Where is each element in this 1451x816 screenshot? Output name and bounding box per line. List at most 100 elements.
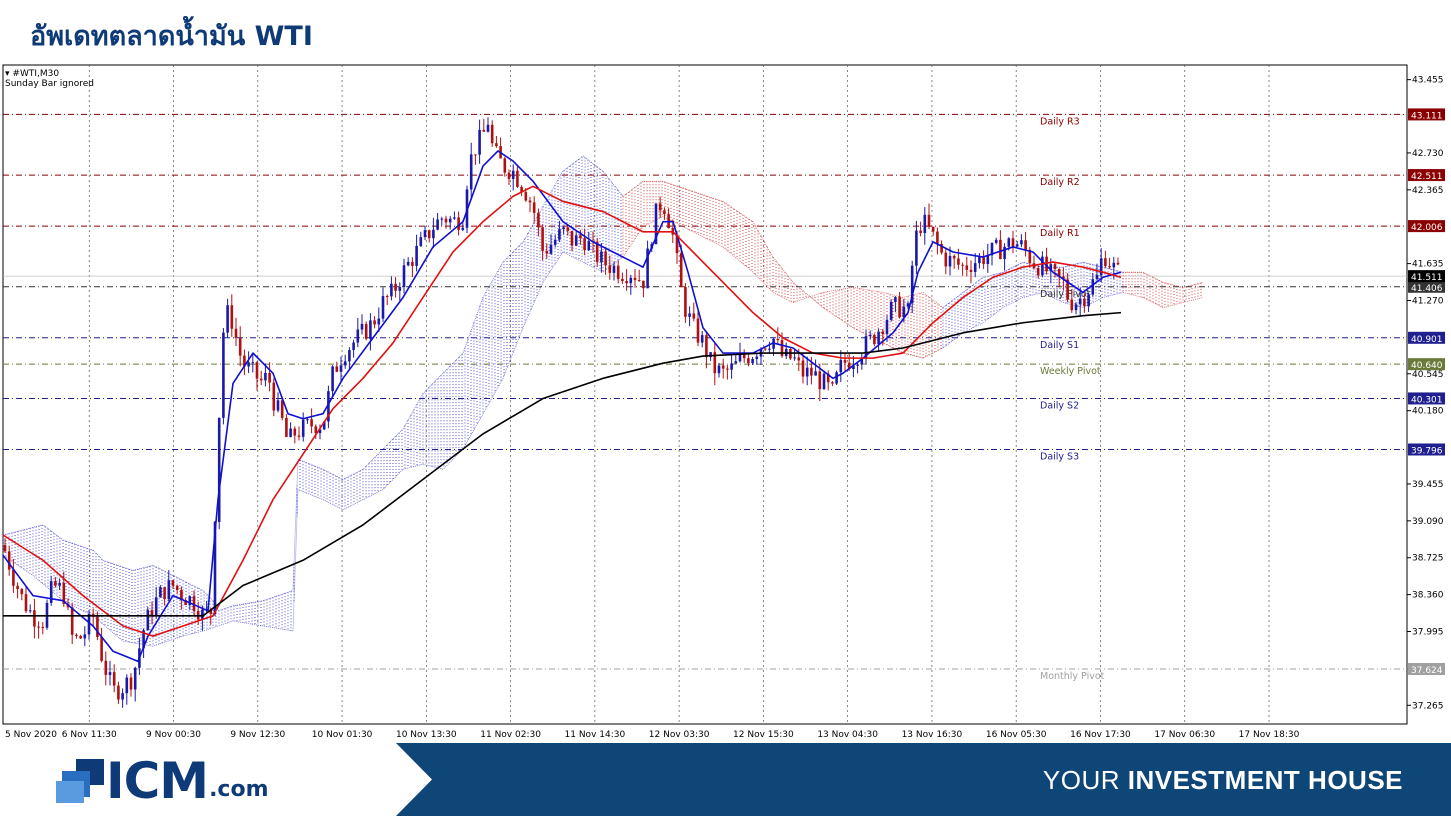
candle-body	[730, 363, 733, 370]
candle-body	[171, 580, 175, 586]
candle-body	[852, 365, 855, 370]
candle-body	[150, 610, 154, 616]
candle-body	[742, 354, 746, 359]
pivot-level-name: Weekly Pivot	[1040, 366, 1101, 377]
x-tick-label: 17 Nov 06:30	[1154, 730, 1215, 740]
candle-body	[49, 581, 53, 603]
candle-body	[415, 245, 418, 266]
candle-body	[705, 335, 708, 358]
candle-body	[276, 400, 280, 411]
candle-body	[1041, 256, 1044, 276]
candle-body	[469, 154, 473, 190]
x-tick-label: 16 Nov 17:30	[1070, 730, 1131, 740]
candle-body	[24, 594, 28, 612]
candle-body	[931, 226, 935, 232]
candle-body	[1028, 249, 1032, 264]
candle-body	[364, 323, 368, 339]
ichimoku-span-a	[622, 180, 944, 359]
candle-body	[385, 296, 389, 298]
candle-body	[230, 305, 234, 329]
candle-body	[427, 230, 431, 239]
candle-body	[289, 428, 292, 437]
candle-body	[503, 158, 507, 173]
candle-body	[684, 287, 687, 317]
candle-body	[595, 241, 599, 263]
candle-body	[222, 332, 225, 418]
candle-body	[255, 362, 259, 379]
candle-body	[259, 378, 263, 381]
icm-logo: ICM .com	[56, 756, 269, 806]
candle-body	[1095, 275, 1099, 280]
candle-body	[1020, 240, 1023, 245]
candle-body	[763, 348, 767, 350]
candle-body	[411, 261, 414, 266]
candle-body	[268, 372, 271, 383]
candle-body	[125, 677, 129, 694]
candle-body	[406, 261, 410, 266]
pivot-level-price-box	[1408, 663, 1445, 676]
pivot-level-price-label: 42.511	[1411, 172, 1443, 182]
candle-body	[700, 335, 704, 343]
tagline-light: YOUR	[1042, 765, 1128, 795]
x-tick-label: 5 Nov 2020	[5, 730, 57, 740]
candle-body	[780, 340, 784, 357]
pivot-level-price-label: 37.624	[1411, 666, 1443, 676]
candle-body	[209, 608, 213, 615]
candle-body	[889, 301, 893, 320]
pivot-level-price-box	[1408, 280, 1445, 293]
candle-body	[717, 365, 721, 374]
x-tick-label: 17 Nov 18:30	[1239, 730, 1300, 740]
candle-body	[1116, 262, 1120, 265]
x-tick-label: 16 Nov 05:30	[986, 730, 1047, 740]
candle-body	[1078, 298, 1082, 305]
candle-body	[999, 239, 1002, 260]
candle-body	[188, 596, 192, 606]
candle-body	[1015, 244, 1019, 247]
candle-body	[402, 265, 406, 288]
y-tick-label: 38.360	[1412, 591, 1444, 601]
candle-body	[826, 373, 830, 383]
candle-body	[394, 283, 397, 291]
candle-body	[339, 365, 343, 372]
dropdown-triangle-icon[interactable]: ▾	[5, 69, 10, 79]
footer-band	[396, 743, 1451, 816]
candle-body	[692, 313, 696, 319]
footer-band-shape	[396, 743, 1451, 816]
y-tick-label: 38.725	[1412, 554, 1444, 564]
ichimoku-span-b	[1122, 292, 1204, 309]
candle-body	[62, 582, 66, 604]
candle-body	[381, 296, 385, 319]
candle-body	[973, 263, 977, 273]
candle-body	[247, 362, 250, 367]
candle-body	[96, 616, 99, 637]
candle-body	[990, 242, 994, 256]
pivot-level-name: Daily R3	[1040, 116, 1080, 127]
pivot-level-price-label: 40.640	[1411, 361, 1443, 371]
candle-body	[1070, 299, 1074, 311]
y-tick-label: 40.545	[1412, 370, 1444, 380]
candle-body	[751, 358, 754, 364]
candle-body	[490, 124, 494, 144]
chart-canvas[interactable]: 5 Nov 2020 6 Nov 11:30 9 Nov 00:30 9 Nov 12…	[0, 63, 1451, 743]
price-chart[interactable]: 5 Nov 2020 6 Nov 11:30 9 Nov 00:30 9 Nov 12…	[0, 63, 1451, 743]
candle-body	[1108, 266, 1111, 268]
candle-body	[616, 265, 620, 279]
candle-body	[541, 227, 544, 251]
x-tick-label: 12 Nov 15:30	[733, 730, 794, 740]
candle-body	[562, 227, 565, 230]
candle-body	[994, 239, 998, 243]
candle-body	[163, 587, 166, 600]
candle-body	[1062, 276, 1065, 280]
pivot-level-name: Daily R1	[1040, 228, 1080, 239]
pivot-level-price-label: 42.006	[1411, 223, 1443, 233]
candle-body	[860, 357, 864, 365]
candle-body	[213, 521, 217, 615]
candle-body	[360, 323, 364, 330]
candle-body	[285, 417, 288, 437]
pivot-level-name: Daily S3	[1040, 451, 1079, 462]
candle-body	[154, 597, 158, 616]
pivot-level-price-label: 41.406	[1411, 284, 1443, 294]
ichimoku-span-b	[942, 291, 1124, 349]
candle-body	[272, 382, 276, 411]
candle-body	[696, 318, 700, 343]
